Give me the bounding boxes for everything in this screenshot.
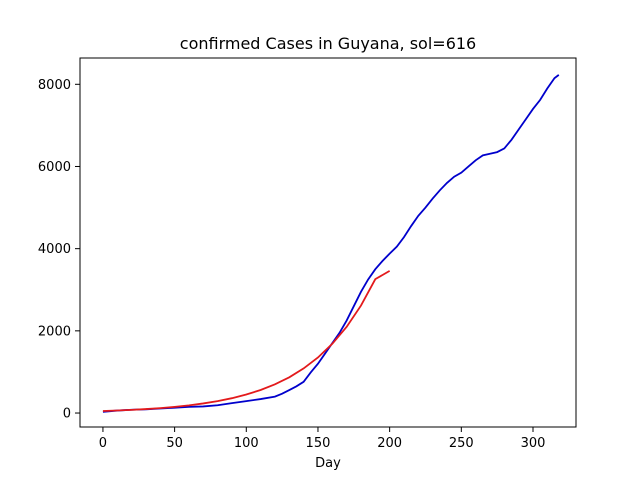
x-axis-label: Day xyxy=(315,456,341,471)
chart-title: confirmed Cases in Guyana, sol=616 xyxy=(180,34,476,53)
x-tick-label: 0 xyxy=(99,436,107,451)
x-axis: 0 50 100 150 200 250 300 xyxy=(99,427,546,451)
x-tick-label: 300 xyxy=(521,436,546,451)
x-tick-label: 50 xyxy=(166,436,183,451)
series-layer xyxy=(102,74,560,413)
y-tick-label: 4000 xyxy=(38,242,71,257)
y-axis: 0 2000 4000 6000 8000 xyxy=(38,78,80,422)
x-tick-label: 250 xyxy=(449,436,474,451)
x-tick-label: 100 xyxy=(234,436,259,451)
x-tick-label: 150 xyxy=(306,436,331,451)
y-tick-label: 8000 xyxy=(38,78,71,93)
x-tick-label: 200 xyxy=(377,436,402,451)
plot-area-frame xyxy=(79,57,577,428)
y-tick-label: 0 xyxy=(63,407,71,422)
series-line-1 xyxy=(102,270,391,412)
y-tick-label: 6000 xyxy=(38,160,71,175)
y-tick-label: 2000 xyxy=(38,324,71,339)
series-line-0 xyxy=(102,74,560,413)
